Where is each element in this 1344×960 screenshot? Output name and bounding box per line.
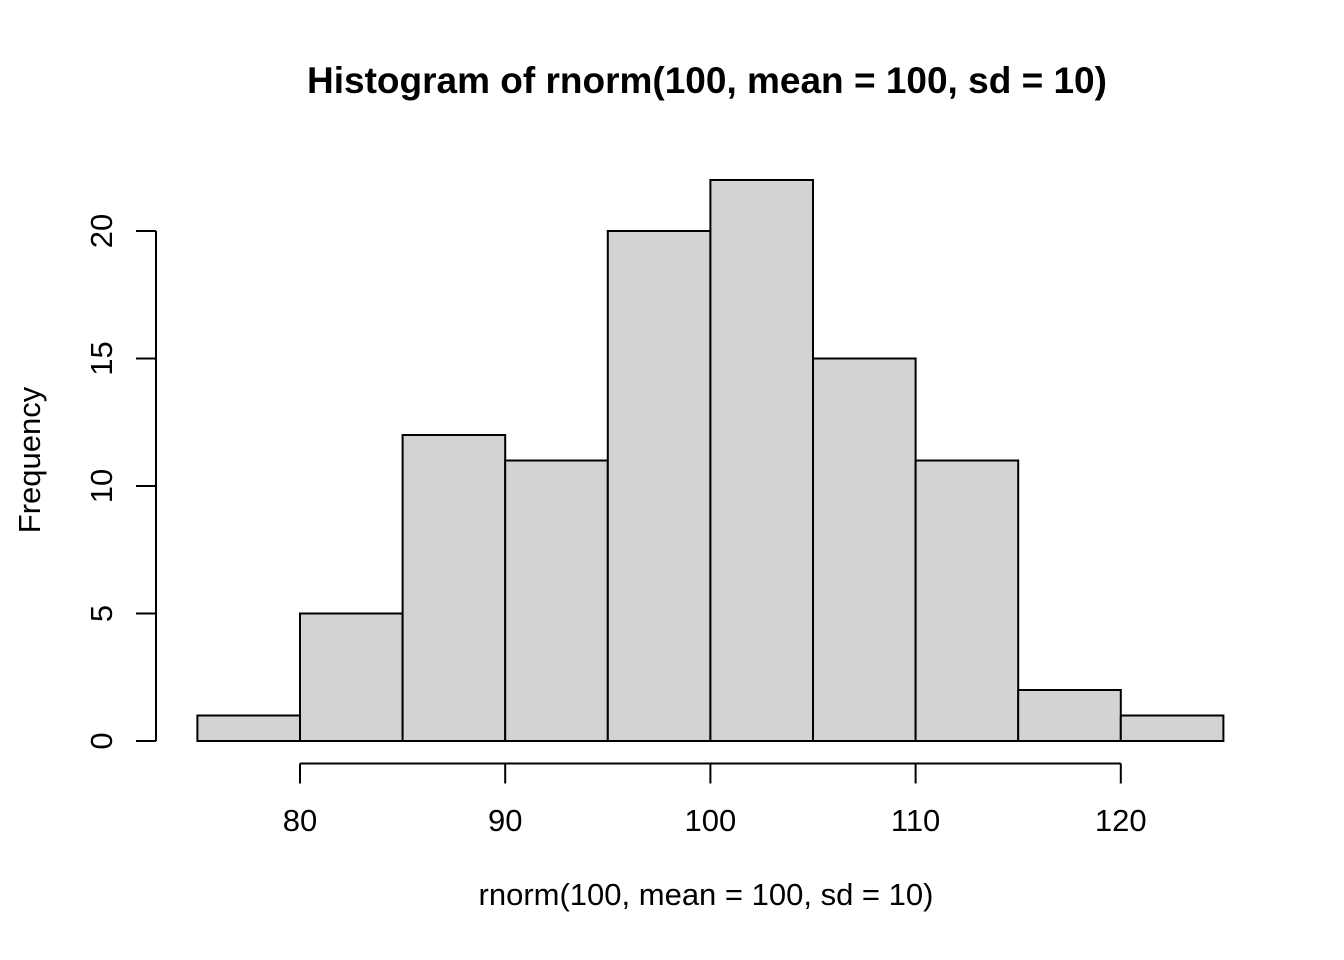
chart-title: Histogram of rnorm(100, mean = 100, sd =… — [307, 60, 1107, 101]
x-tick-label: 120 — [1095, 803, 1147, 838]
histogram-bar — [812, 357, 917, 742]
histogram-bar — [606, 230, 712, 742]
histogram-bar — [1119, 714, 1225, 742]
y-tick-label: 20 — [84, 214, 119, 248]
histogram-bar — [504, 459, 609, 742]
y-axis-label: Frequency — [12, 386, 47, 533]
histogram-bar — [914, 459, 1020, 742]
y-tick-label: 0 — [84, 732, 119, 749]
y-tick-label: 15 — [84, 341, 119, 375]
y-tick-label: 10 — [84, 469, 119, 503]
x-tick-label: 110 — [891, 803, 940, 838]
histogram-bar — [1017, 689, 1122, 742]
x-axis-label: rnorm(100, mean = 100, sd = 10) — [479, 877, 934, 912]
histogram-bar — [709, 179, 815, 742]
x-tick-label: 90 — [488, 803, 522, 838]
histogram-bar — [299, 612, 404, 742]
x-tick-label: 100 — [685, 803, 737, 838]
x-tick-label: 80 — [283, 803, 317, 838]
y-tick-label: 5 — [84, 605, 119, 622]
histogram-bar — [401, 434, 507, 742]
histogram-bar — [196, 714, 301, 742]
y-axis: 0 5 10 15 20 — [84, 214, 157, 750]
bars-group — [196, 179, 1225, 742]
x-axis: 80 90 100 110 120 — [283, 762, 1147, 838]
